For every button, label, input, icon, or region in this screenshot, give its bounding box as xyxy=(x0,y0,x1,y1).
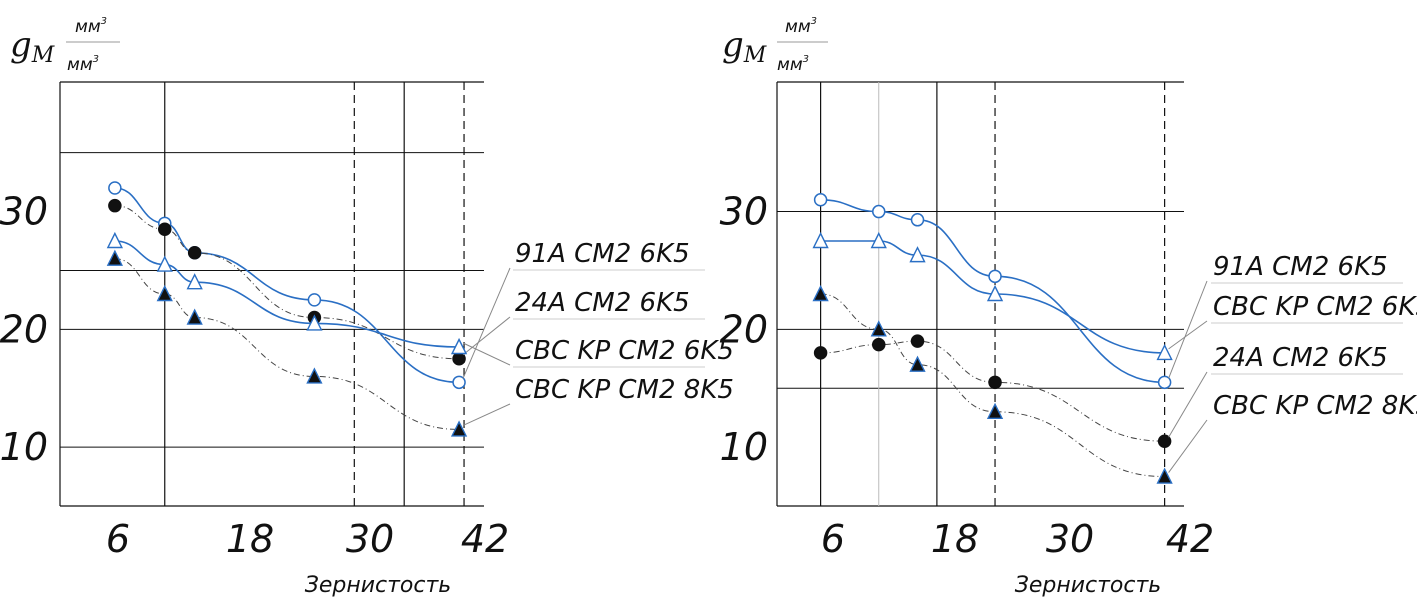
series-point xyxy=(910,334,925,348)
x-tick-label: 30 xyxy=(346,517,394,561)
series-point xyxy=(1156,343,1173,361)
x-axis-label: Зернистость xyxy=(305,573,452,598)
y-unit-exponent: 3 xyxy=(101,16,107,27)
x-tick-label: 30 xyxy=(1046,517,1094,561)
series-point xyxy=(106,249,124,266)
y-axis-label: gM xyxy=(10,25,55,68)
legend-leader-line xyxy=(462,316,511,356)
series-point xyxy=(1157,434,1172,448)
chart-panel-1: gM мм3 мм3 10 20 30 6 18 30 42 Зернистость 91A CM2 … xyxy=(0,16,734,598)
series-point xyxy=(988,375,1002,390)
series-point xyxy=(986,402,1004,419)
y-unit-numerator: мм3 xyxy=(785,16,817,37)
legend-label: CBC KP CM2 6K5 xyxy=(515,336,734,366)
series-point xyxy=(812,231,829,249)
y-tick-label: 30 xyxy=(0,190,48,234)
legend-leader-line xyxy=(462,267,511,379)
y-axis-label-subscript: M xyxy=(743,43,767,68)
y-axis-label-subscript: M xyxy=(31,43,55,68)
series-point xyxy=(156,284,173,302)
series-line xyxy=(114,258,460,430)
y-axis-label: gM xyxy=(722,25,767,68)
x-tick-label: 42 xyxy=(461,517,509,561)
x-tick-label: 6 xyxy=(106,517,130,561)
y-unit-exponent: 3 xyxy=(803,54,809,65)
series-point xyxy=(307,293,322,307)
legend-leader-line xyxy=(462,403,511,426)
y-tick-label: 10 xyxy=(0,425,48,469)
x-tick-label: 42 xyxy=(1166,517,1214,561)
legend-leader-line xyxy=(1168,371,1208,438)
legend-label: CBC KP CM2 8K5 xyxy=(515,375,734,405)
y-unit-numerator: мм3 xyxy=(75,16,107,37)
series-point xyxy=(186,273,203,290)
legend-label: 24A CM2 6K5 xyxy=(1213,343,1388,373)
legend-leader-line xyxy=(1168,280,1208,379)
series-point xyxy=(812,284,829,302)
series-point xyxy=(158,222,172,236)
legend-leader-line xyxy=(462,342,511,366)
series-point xyxy=(909,355,926,372)
y-unit-denominator: мм3 xyxy=(67,54,99,75)
series-point xyxy=(1157,375,1172,390)
y-tick-label: 20 xyxy=(720,307,768,351)
series-point xyxy=(870,320,887,337)
legend-label: 91A CM2 6K5 xyxy=(1213,252,1388,282)
x-tick-label: 6 xyxy=(821,517,845,561)
legend-label: 91A CM2 6K5 xyxy=(515,239,690,269)
series-point xyxy=(813,193,828,207)
series-point xyxy=(450,420,468,437)
series-line xyxy=(820,340,1165,442)
legend-leader-line xyxy=(1168,419,1208,473)
series-point xyxy=(909,246,926,263)
series-point xyxy=(870,231,887,249)
x-tick-label: 18 xyxy=(931,517,979,561)
series-point xyxy=(306,314,323,331)
y-tick-label: 10 xyxy=(720,425,768,469)
y-tick-label: 30 xyxy=(720,190,768,234)
series-point xyxy=(452,375,466,390)
series-point xyxy=(106,231,124,249)
series-point xyxy=(108,198,122,213)
series-point xyxy=(186,308,203,325)
series-point xyxy=(872,337,886,352)
series-point xyxy=(108,181,122,195)
series-line xyxy=(820,240,1165,354)
x-tick-label: 18 xyxy=(226,517,274,561)
y-unit-denominator: мм3 xyxy=(777,54,809,75)
series-point xyxy=(988,269,1002,284)
legend-label: CBC KP CM2 6K5 xyxy=(1213,292,1417,322)
series-line xyxy=(114,240,460,348)
series-line xyxy=(114,205,460,360)
series-line xyxy=(820,293,1165,478)
y-unit-exponent: 3 xyxy=(93,54,99,65)
x-axis-label: Зернистость xyxy=(1015,573,1162,598)
series-point xyxy=(1156,467,1173,484)
series-point xyxy=(187,246,202,260)
series-point xyxy=(156,255,173,272)
legend-label: CBC KP CM2 8K5 xyxy=(1213,391,1417,421)
legend-leader-line xyxy=(1168,320,1208,350)
series-point xyxy=(872,204,886,219)
y-unit-exponent: 3 xyxy=(811,16,817,27)
y-tick-label: 20 xyxy=(0,307,48,351)
series-point xyxy=(813,346,828,360)
series-point xyxy=(450,337,468,355)
series-point xyxy=(306,367,323,384)
series-line xyxy=(820,198,1165,384)
series-point xyxy=(986,284,1004,302)
legend-label: 24A CM2 6K5 xyxy=(515,288,690,318)
series-line xyxy=(114,187,460,384)
series-point xyxy=(910,213,925,227)
